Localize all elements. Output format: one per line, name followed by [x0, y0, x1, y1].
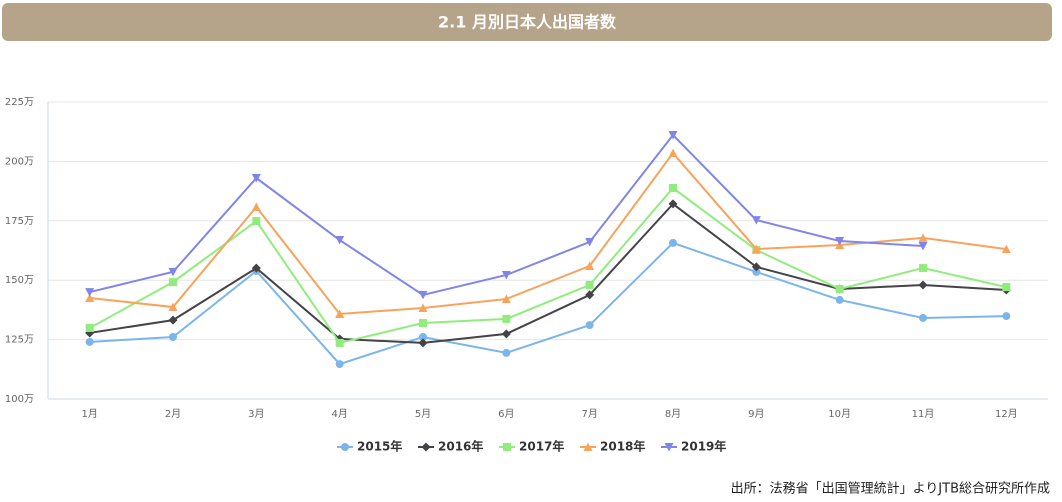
point: [1001, 244, 1011, 254]
point: [418, 290, 428, 300]
point: [168, 302, 178, 312]
point: [335, 309, 345, 318]
point: [751, 262, 761, 272]
legend-label: 2018年: [600, 439, 645, 454]
x-tick-label: 1月: [81, 408, 97, 420]
x-tick-label: 2月: [165, 408, 181, 420]
point: [669, 184, 677, 193]
point: [419, 318, 427, 327]
y-tick-label: 150万: [5, 275, 34, 286]
point: [668, 148, 678, 158]
point: [585, 237, 595, 247]
header-bar: [2, 3, 1052, 41]
point: [418, 303, 428, 312]
x-tick-label: 5月: [415, 408, 431, 420]
point: [501, 270, 511, 280]
point: [668, 131, 678, 140]
point: [251, 202, 261, 212]
source-note: 出所：法務省「出国管理統計」よりJTB総合研究所作成: [731, 481, 1050, 497]
x-tick-label: 3月: [248, 408, 264, 420]
x-tick-label: 12月: [995, 408, 1018, 420]
point: [168, 267, 178, 277]
point: [668, 199, 678, 209]
point: [335, 236, 345, 245]
point: [835, 295, 844, 304]
point: [85, 337, 94, 346]
point: [835, 236, 845, 246]
y-tick-label: 100万: [5, 394, 34, 405]
point: [501, 294, 511, 303]
point: [169, 278, 177, 287]
point: [335, 338, 344, 347]
point: [85, 288, 95, 297]
x-tick-label: 9月: [748, 408, 764, 420]
point: [418, 338, 428, 348]
point: [85, 323, 94, 332]
point: [335, 360, 344, 369]
legend-marker: [583, 442, 593, 451]
y-tick-label: 125万: [5, 335, 34, 346]
point: [918, 241, 928, 251]
series-line: [89, 133, 924, 297]
point: [502, 314, 511, 323]
series-line: [89, 151, 1007, 315]
point: [419, 332, 427, 341]
y-tick-label: 200万: [5, 156, 34, 167]
x-tick-label: 8月: [665, 408, 681, 420]
point: [169, 332, 177, 341]
legend-label: 2016年: [438, 439, 483, 454]
point: [752, 267, 761, 276]
series-line: [89, 186, 1007, 345]
legend-label: 2017年: [519, 439, 564, 454]
point: [251, 263, 261, 273]
legend-marker: [341, 443, 349, 451]
legend-marker: [503, 443, 511, 451]
x-tick-label: 10月: [828, 408, 851, 420]
header-title: 2.1 月別日本人出国者数: [438, 13, 617, 32]
point: [85, 293, 95, 303]
point: [168, 315, 178, 325]
point: [669, 238, 677, 247]
series-line: [89, 241, 1007, 366]
point: [585, 290, 595, 300]
x-tick-label: 11月: [912, 408, 935, 420]
x-tick-label: 7月: [581, 408, 597, 420]
point: [585, 261, 595, 270]
point: [252, 217, 261, 226]
legend-label: 2019年: [681, 439, 726, 454]
point: [835, 284, 844, 293]
point: [751, 216, 761, 225]
point: [751, 244, 761, 254]
point: [1002, 283, 1011, 292]
legend-marker: [664, 443, 674, 452]
point: [919, 264, 927, 273]
point: [251, 174, 261, 183]
legend-label: 2015年: [357, 439, 402, 454]
series-line: [89, 202, 1007, 344]
y-tick-label: 225万: [5, 97, 34, 108]
point: [585, 321, 594, 330]
point: [1002, 312, 1011, 321]
point: [501, 329, 511, 339]
y-tick-label: 175万: [5, 216, 34, 227]
point: [918, 233, 928, 242]
legend-marker: [421, 442, 431, 452]
x-tick-label: 6月: [498, 408, 514, 420]
point: [918, 280, 928, 290]
x-tick-label: 4月: [331, 408, 347, 420]
point: [919, 313, 927, 322]
point: [502, 348, 511, 357]
point: [585, 280, 594, 289]
